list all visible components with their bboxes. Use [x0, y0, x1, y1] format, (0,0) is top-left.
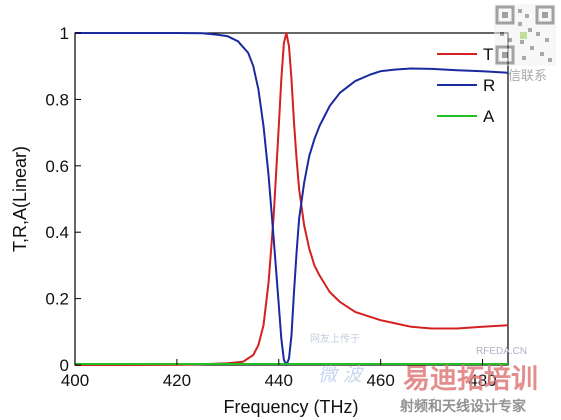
x-tick-label: 460 [366, 371, 394, 390]
x-tick-label: 440 [265, 371, 293, 390]
y-tick-label: 0.2 [45, 290, 69, 309]
y-tick-label: 0.6 [45, 157, 69, 176]
watermark-left-cn: 微 波 [318, 364, 365, 386]
qr-caption: 信联系 [508, 69, 547, 84]
legend-label-t: T [483, 45, 493, 64]
y-tick-label: 0.8 [45, 90, 69, 109]
legend: T R A [437, 45, 495, 126]
y-axis-title: T,R,A(Linear) [10, 146, 30, 252]
watermark-brand: 易迪拓培训 [403, 364, 538, 395]
watermark-faint: 网友上传于 [310, 332, 360, 345]
x-tick-label: 420 [163, 371, 191, 390]
x-axis-title: Frequency (THz) [223, 397, 358, 417]
watermark-site: RFEDA.CN [476, 346, 527, 357]
x-tick-label: 400 [61, 371, 89, 390]
series-line-t [75, 32, 509, 366]
legend-label-a: A [483, 107, 495, 126]
x-tick-label: 480 [468, 371, 496, 390]
y-tick-label: 1 [60, 24, 69, 43]
qr-code-image [494, 4, 556, 66]
y-tick-label: 0 [60, 356, 69, 375]
axis-layer: 400 420 440 460 480 0 0.2 0.4 0.6 0.8 1 [45, 24, 496, 390]
series-line-r [75, 32, 509, 366]
watermark-sub: 射频和天线设计专家 [399, 398, 527, 415]
y-tick-label: 0.4 [45, 223, 69, 242]
legend-label-r: R [483, 76, 495, 95]
